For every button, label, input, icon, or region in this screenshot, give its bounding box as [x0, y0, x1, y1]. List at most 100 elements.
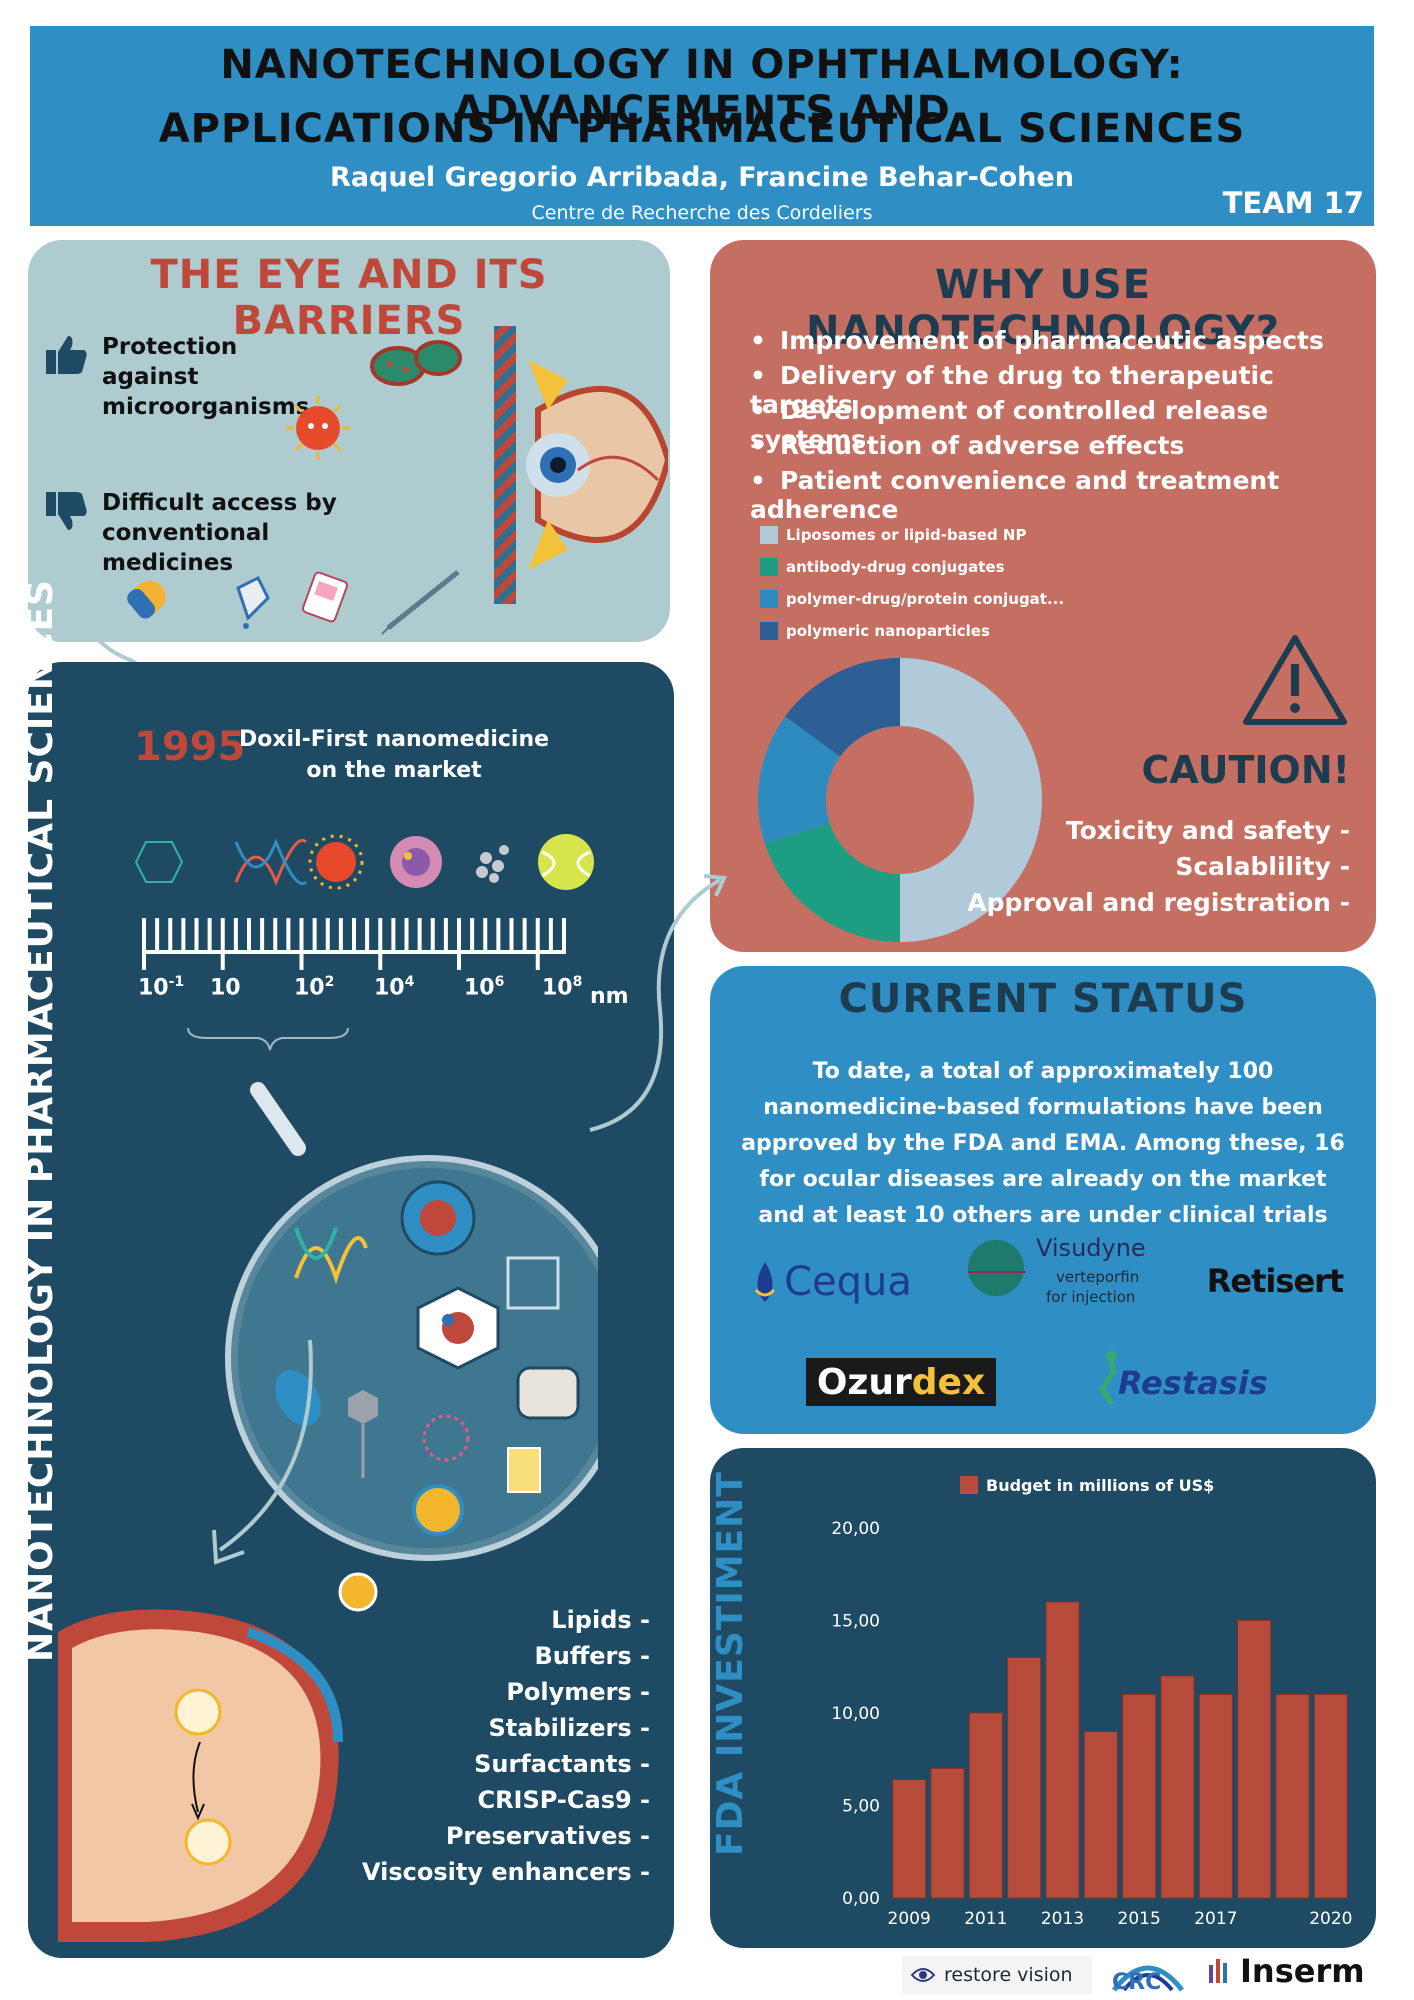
y-tick-label: 5,00 [842, 1797, 880, 1817]
ruler-tick [312, 918, 317, 952]
fda-budget-bar-chart: Budget in millions of US$ 0,00 5,00 10,00 15… [831, 1476, 1352, 1929]
ruler-tick [220, 918, 225, 970]
legend-swatch [760, 622, 778, 640]
eye-logo-icon [910, 1968, 936, 1982]
title-line-2: APPLICATIONS IN PHARMACEUTICAL SCIENCES [158, 106, 1246, 152]
ruler-tick [260, 918, 265, 952]
ruler-tick [430, 918, 435, 952]
eye-barriers-panel: THE EYE AND ITS BARRIERS Protection agai… [28, 240, 670, 642]
scale-tick-label: 108 [542, 974, 583, 1001]
ruler-tick [207, 918, 212, 952]
ruler-tick [273, 918, 278, 952]
ozurdex-logo: Ozur dex [806, 1358, 996, 1406]
scale-tick-label: 10 [210, 975, 241, 1001]
ruler-tick [378, 918, 383, 970]
caution-item: Approval and registration - [967, 888, 1350, 917]
donut-hole [827, 727, 973, 873]
ruler-tick [142, 918, 146, 970]
status-title: CURRENT STATUS [838, 976, 1248, 1022]
ruler-tick [404, 918, 409, 952]
eye-barriers-title: THE EYE AND ITS BARRIERS [150, 252, 548, 344]
ruler-tick [417, 918, 422, 952]
ruler-tick [155, 918, 160, 952]
donut-legend-item: Liposomes or lipid-based NP [760, 526, 1026, 544]
ruler-tick [509, 918, 514, 952]
thumbs-down-icon [46, 492, 87, 530]
drop-icon [754, 1262, 776, 1302]
component-item: Stabilizers - [488, 1714, 651, 1742]
ruler-tick [548, 918, 553, 952]
why-nanotech-panel: WHY USE NANOTECHNOLOGY? Improvement of p… [710, 240, 1376, 952]
inserm-bars-icon [1209, 1959, 1227, 1983]
bar [1275, 1694, 1310, 1899]
fda-vertical-title: FDA INVESTIMENT [710, 1471, 751, 1856]
why-bullet-5: Patient convenience and treatment adhere… [750, 466, 1376, 524]
eye-barrier-illustration [494, 326, 668, 604]
legend-swatch [760, 526, 778, 544]
ruler-tick [247, 918, 251, 952]
difficult-access-text: Difficult access by conventional medicin… [102, 490, 337, 576]
scale-tick-label: 106 [464, 974, 505, 1001]
bar [1045, 1601, 1080, 1899]
restasis-logo: Restasis [1088, 1350, 1308, 1410]
ruler-tick [470, 918, 475, 952]
bar [892, 1779, 927, 1899]
authors: Raquel Gregorio Arribada, Francine Behar… [330, 162, 1074, 193]
component-item: Polymers - [506, 1678, 650, 1706]
bar-legend-label: Budget in millions of US$ [986, 1476, 1214, 1495]
bar [1007, 1657, 1042, 1899]
crc-logo: CRC [1108, 1950, 1188, 1996]
legend-label: polymeric nanoparticles [786, 622, 990, 640]
connector-arrow-2 [589, 874, 727, 1132]
caution-title: CAUTION! [1141, 748, 1350, 792]
ruler-tick [194, 918, 199, 952]
magnifier-illustration [187, 1027, 598, 1561]
ruler-tick [338, 918, 343, 952]
legend-label: Liposomes or lipid-based NP [786, 526, 1027, 544]
y-tick-label: 0,00 [842, 1889, 880, 1909]
bar [1083, 1731, 1118, 1899]
bar [1237, 1620, 1272, 1899]
crc-arc-icon [1112, 1965, 1184, 1992]
ruler-tick [299, 918, 304, 970]
donut-slice [900, 658, 1042, 942]
component-item: CRISP-Cas9 - [477, 1786, 650, 1814]
y-tick-label: 10,00 [831, 1704, 880, 1724]
current-status-panel: CURRENT STATUS To date, a total of appro… [710, 966, 1376, 1434]
ruler-tick [483, 918, 488, 952]
legend-label: antibody-drug conjugates [786, 558, 1005, 576]
eye-cross-section-illustration [58, 1572, 378, 1942]
donut-legend-item: antibody-drug conjugates [760, 558, 1005, 576]
thumbs-up-icon [46, 336, 87, 374]
x-tick-label: 2017 [1194, 1909, 1237, 1929]
legend-swatch [760, 590, 778, 608]
ruler-tick [352, 918, 356, 952]
why-bullet-1: Improvement of pharmaceutic aspects [750, 326, 1324, 355]
ruler-tick [391, 918, 396, 952]
caution-item: Toxicity and safety - [1065, 816, 1350, 845]
ruler-tick [522, 918, 527, 952]
protection-text: Protection against microorganisms [102, 334, 310, 420]
ruler-tick [562, 918, 566, 952]
legend-label: polymer-drug/protein conjugat... [786, 590, 1065, 608]
scale-tick-label: 102 [294, 974, 335, 1001]
nanotech-vertical-title: NANOTECHNOLOGY IN PHARMACEUTICAL SCIENCE… [20, 579, 61, 1662]
y-tick-label: 20,00 [831, 1519, 880, 1539]
ruler-tick [233, 918, 238, 952]
inserm-logo: Inserm [1208, 1952, 1365, 1990]
donut-slice [758, 716, 841, 844]
ruler-tick [457, 918, 461, 970]
x-tick-label: 2020 [1309, 1909, 1352, 1929]
ruler-tick [325, 918, 330, 952]
component-item: Buffers - [534, 1642, 650, 1670]
nanomedicine-donut-chart [758, 658, 1042, 942]
ruler-tick [181, 918, 186, 952]
bar [930, 1768, 965, 1899]
x-tick-label: 2013 [1041, 1909, 1084, 1929]
bar [1313, 1694, 1348, 1899]
ruler-tick [286, 918, 291, 952]
donut-legend-item: polymeric nanoparticles [760, 622, 990, 640]
bar-legend-swatch [960, 1476, 978, 1494]
donut-slice [764, 822, 900, 942]
component-item: Preservatives - [445, 1822, 650, 1850]
